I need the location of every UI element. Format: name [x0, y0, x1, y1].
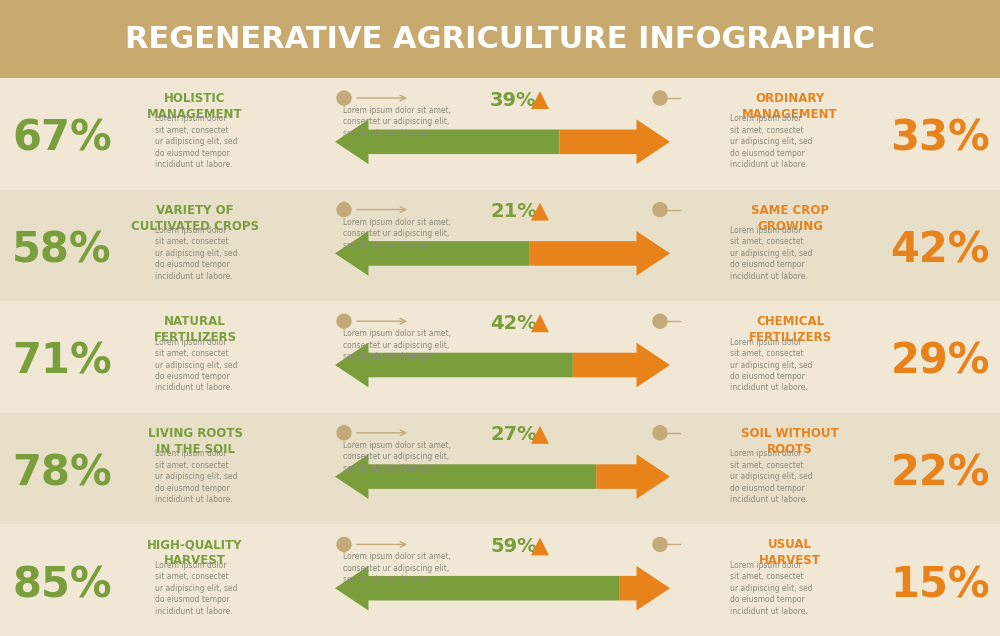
Bar	[0, 413, 1000, 525]
Text: CHEMICAL
FERTILIZERS: CHEMICAL FERTILIZERS	[748, 315, 832, 344]
Text: 59%: 59%	[490, 537, 537, 556]
Text: Lorem ipsum dolor sit amet,
consectet ur adipiscing elit,
sed do eiusmod tempor.: Lorem ipsum dolor sit amet, consectet ur…	[343, 329, 451, 361]
Bar	[0, 525, 1000, 636]
Polygon shape	[529, 231, 670, 276]
Text: LIVING ROOTS
IN THE SOIL: LIVING ROOTS IN THE SOIL	[148, 427, 242, 456]
Text: Lorem ipsum dolor sit amet,
consectet ur adipiscing elit,
sed do eiusmod tempor.: Lorem ipsum dolor sit amet, consectet ur…	[343, 553, 451, 584]
Circle shape	[653, 425, 667, 440]
Text: Lorem ipsum dolor
sit amet, consectet
ur adipiscing elit, sed
do eiusmod tempor
: Lorem ipsum dolor sit amet, consectet ur…	[730, 449, 812, 504]
Circle shape	[653, 203, 667, 217]
Text: Lorem ipsum dolor
sit amet, consectet
ur adipiscing elit, sed
do eiusmod tempor
: Lorem ipsum dolor sit amet, consectet ur…	[155, 561, 238, 616]
Text: Lorem ipsum dolor sit amet,
consectet ur adipiscing elit,
sed do eiusmod tempor.: Lorem ipsum dolor sit amet, consectet ur…	[343, 106, 451, 138]
Polygon shape	[335, 566, 620, 611]
Text: Lorem ipsum dolor
sit amet, consectet
ur adipiscing elit, sed
do eiusmod tempor
: Lorem ipsum dolor sit amet, consectet ur…	[155, 338, 238, 392]
Polygon shape	[531, 425, 549, 444]
Polygon shape	[559, 120, 670, 164]
Text: USUAL
HARVEST: USUAL HARVEST	[759, 539, 821, 567]
Circle shape	[653, 537, 667, 551]
Text: Lorem ipsum dolor
sit amet, consectet
ur adipiscing elit, sed
do eiusmod tempor
: Lorem ipsum dolor sit amet, consectet ur…	[155, 114, 238, 169]
Circle shape	[337, 203, 351, 217]
Text: Lorem ipsum dolor
sit amet, consectet
ur adipiscing elit, sed
do eiusmod tempor
: Lorem ipsum dolor sit amet, consectet ur…	[730, 561, 812, 616]
Circle shape	[653, 314, 667, 328]
Polygon shape	[620, 566, 670, 611]
Text: Lorem ipsum dolor
sit amet, consectet
ur adipiscing elit, sed
do eiusmod tempor
: Lorem ipsum dolor sit amet, consectet ur…	[155, 449, 238, 504]
Circle shape	[337, 425, 351, 440]
Polygon shape	[335, 120, 559, 164]
Text: 33%: 33%	[890, 118, 990, 160]
Text: Lorem ipsum dolor
sit amet, consectet
ur adipiscing elit, sed
do eiusmod tempor
: Lorem ipsum dolor sit amet, consectet ur…	[730, 226, 812, 281]
Text: 78%: 78%	[12, 453, 112, 495]
Polygon shape	[531, 537, 549, 555]
Text: NATURAL
FERTILIZERS: NATURAL FERTILIZERS	[153, 315, 237, 344]
Circle shape	[337, 314, 351, 328]
Text: REGENERATIVE AGRICULTURE INFOGRAPHIC: REGENERATIVE AGRICULTURE INFOGRAPHIC	[125, 25, 875, 53]
Text: 22%: 22%	[890, 453, 990, 495]
Bar	[0, 78, 1000, 190]
Text: Lorem ipsum dolor
sit amet, consectet
ur adipiscing elit, sed
do eiusmod tempor
: Lorem ipsum dolor sit amet, consectet ur…	[155, 226, 238, 281]
Polygon shape	[531, 203, 549, 221]
Bar	[0, 190, 1000, 301]
Text: 85%: 85%	[12, 564, 112, 606]
Text: HIGH-QUALITY
HARVEST: HIGH-QUALITY HARVEST	[147, 539, 243, 567]
Text: 21%: 21%	[490, 202, 537, 221]
Circle shape	[653, 91, 667, 105]
Bar	[0, 0, 1000, 78]
Polygon shape	[596, 454, 670, 499]
Text: Lorem ipsum dolor sit amet,
consectet ur adipiscing elit,
sed do eiusmod tempor.: Lorem ipsum dolor sit amet, consectet ur…	[343, 218, 451, 249]
Text: HOLISTIC
MANAGEMENT: HOLISTIC MANAGEMENT	[147, 92, 243, 121]
Text: 42%: 42%	[890, 230, 990, 272]
Text: 39%: 39%	[490, 90, 536, 109]
Text: VARIETY OF
CULTIVATED CROPS: VARIETY OF CULTIVATED CROPS	[131, 204, 259, 233]
Polygon shape	[335, 454, 596, 499]
Text: Lorem ipsum dolor
sit amet, consectet
ur adipiscing elit, sed
do eiusmod tempor
: Lorem ipsum dolor sit amet, consectet ur…	[730, 338, 812, 392]
Polygon shape	[531, 91, 549, 109]
Text: 71%: 71%	[12, 341, 112, 383]
Text: Lorem ipsum dolor
sit amet, consectet
ur adipiscing elit, sed
do eiusmod tempor
: Lorem ipsum dolor sit amet, consectet ur…	[730, 114, 812, 169]
Polygon shape	[335, 343, 573, 387]
Bar	[0, 301, 1000, 413]
Polygon shape	[335, 231, 529, 276]
Text: 29%: 29%	[890, 341, 990, 383]
Text: Lorem ipsum dolor sit amet,
consectet ur adipiscing elit,
sed do eiusmod tempor.: Lorem ipsum dolor sit amet, consectet ur…	[343, 441, 451, 473]
Text: SAME CROP
GROWING: SAME CROP GROWING	[751, 204, 829, 233]
Circle shape	[337, 537, 351, 551]
Text: ORDINARY
MANAGEMENT: ORDINARY MANAGEMENT	[742, 92, 838, 121]
Polygon shape	[531, 314, 549, 332]
Text: 15%: 15%	[890, 564, 990, 606]
Text: 67%: 67%	[12, 118, 112, 160]
Text: 42%: 42%	[490, 314, 537, 333]
Text: 27%: 27%	[490, 425, 537, 445]
Polygon shape	[573, 343, 670, 387]
Text: SOIL WITHOUT
ROOTS: SOIL WITHOUT ROOTS	[741, 427, 839, 456]
Text: 58%: 58%	[12, 230, 112, 272]
Circle shape	[337, 91, 351, 105]
